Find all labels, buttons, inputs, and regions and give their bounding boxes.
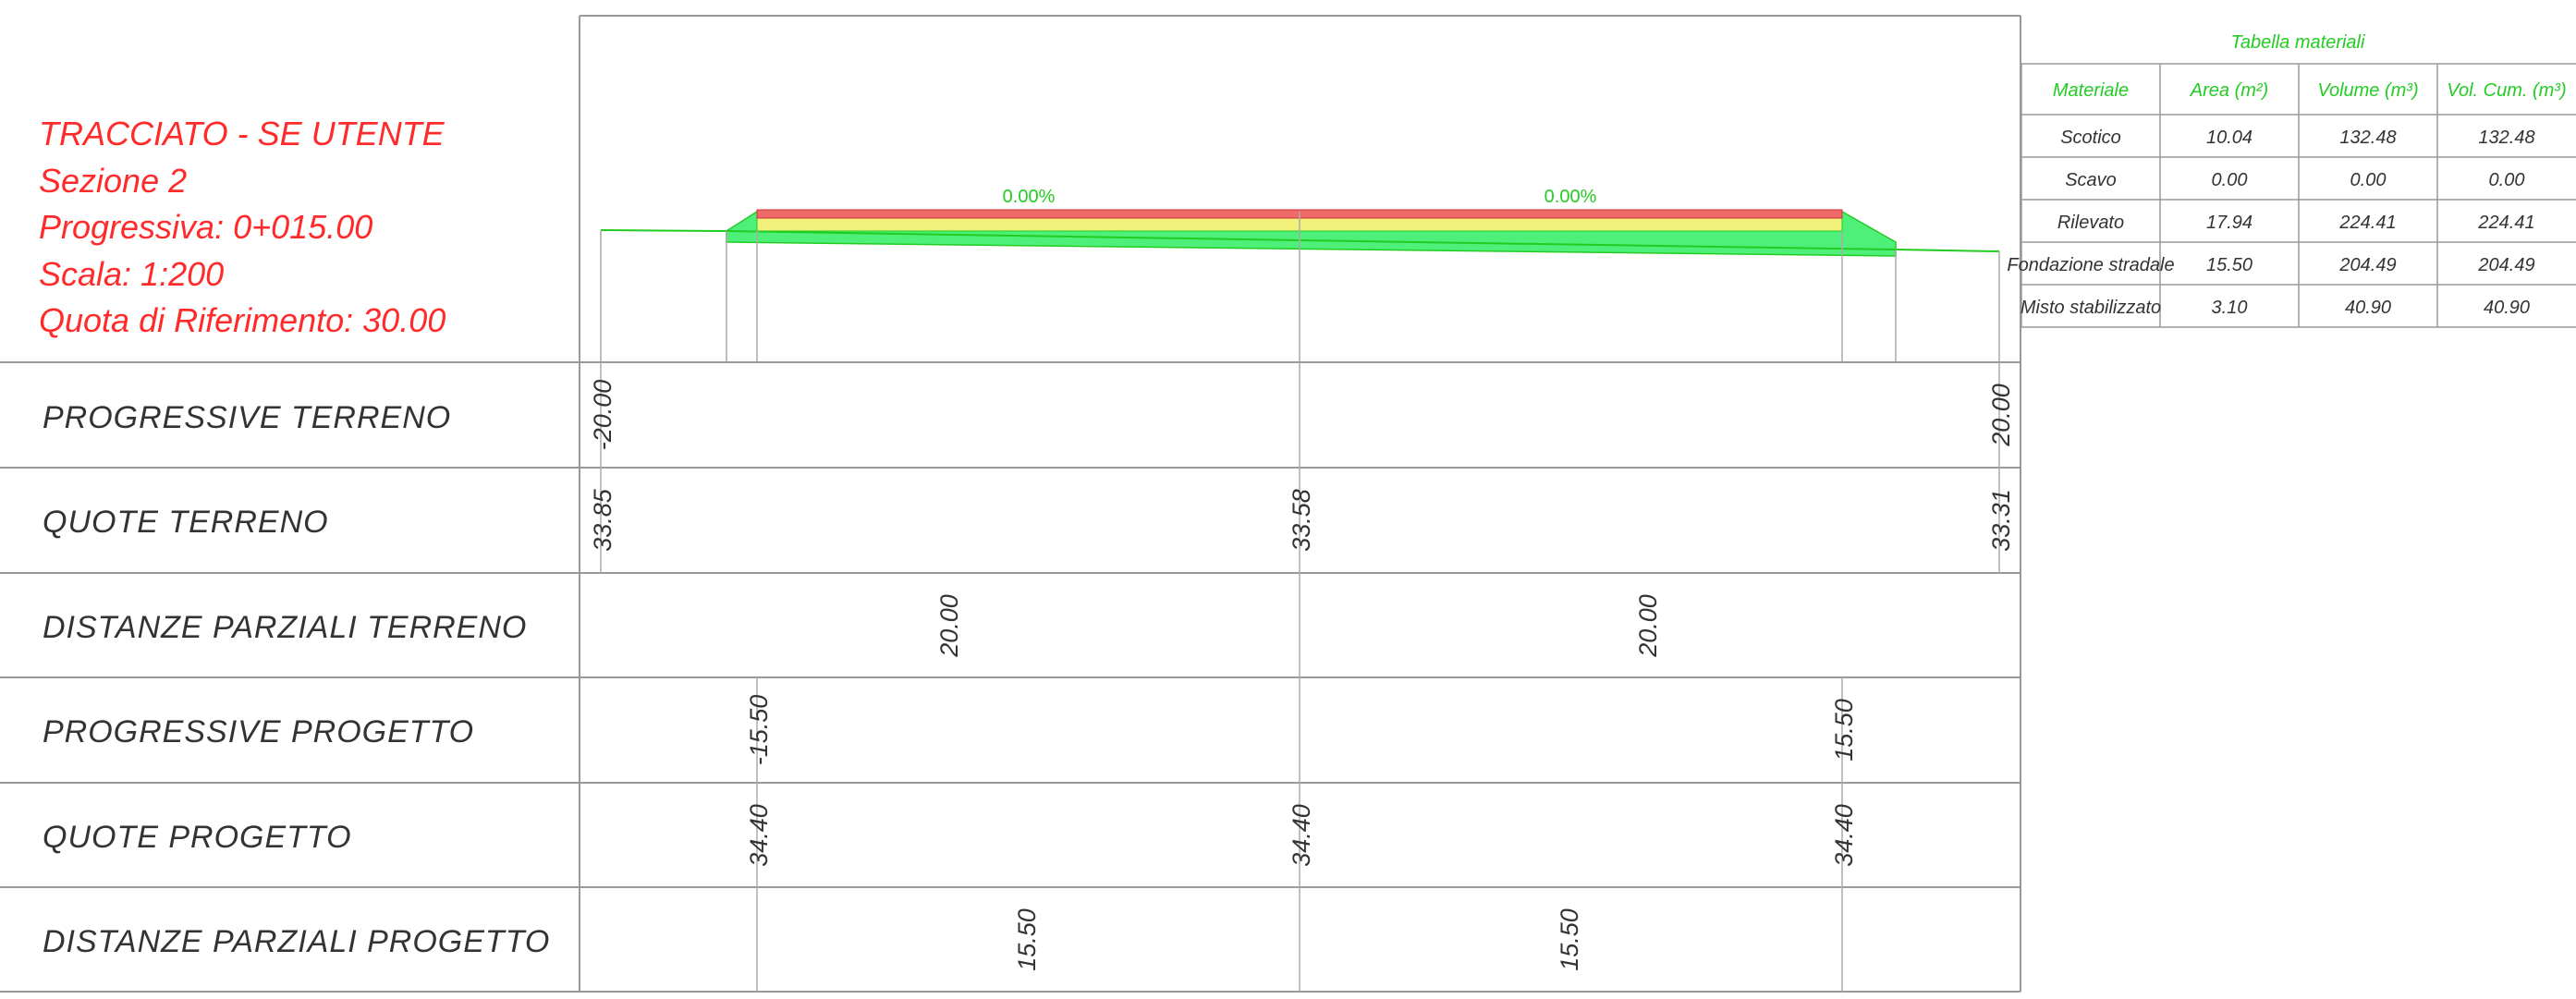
road-cross-section: 0.00% 0.00% bbox=[600, 187, 2000, 257]
tick-distanze-progetto-left: 15.50 bbox=[1013, 908, 1041, 971]
svg-text:Rilevato: Rilevato bbox=[2057, 213, 2124, 233]
materials-row-scotico: Scotico 10.04 132.48 132.48 bbox=[2060, 128, 2534, 148]
svg-text:10.04: 10.04 bbox=[2206, 128, 2252, 148]
row-label-distanze-terreno: DISTANZE PARZIALI TERRENO bbox=[43, 610, 527, 645]
svg-text:17.94: 17.94 bbox=[2206, 213, 2252, 233]
section-frame bbox=[579, 15, 2021, 992]
svg-text:132.48: 132.48 bbox=[2339, 128, 2396, 148]
materials-table-title: Tabella materiali bbox=[2231, 32, 2365, 53]
svg-text:132.48: 132.48 bbox=[2478, 128, 2534, 148]
title-line-alignment: TRACCIATO - SE UTENTE bbox=[39, 115, 446, 152]
row-label-distanze-progetto: DISTANZE PARZIALI PROGETTO bbox=[43, 924, 550, 959]
materials-row-fondazione: Fondazione stradale 15.50 204.49 204.49 bbox=[2007, 255, 2534, 275]
svg-text:40.90: 40.90 bbox=[2345, 298, 2391, 318]
materials-header-area: Area (m²) bbox=[2190, 80, 2268, 101]
tick-progressive-terreno-right: 20.00 bbox=[1987, 384, 2015, 447]
materials-row-rilevato: Rilevato 17.94 224.41 224.41 bbox=[2057, 213, 2535, 233]
svg-text:40.90: 40.90 bbox=[2484, 298, 2530, 318]
svg-text:224.41: 224.41 bbox=[2477, 213, 2534, 233]
materials-header-volume: Volume (m³) bbox=[2317, 80, 2418, 101]
svg-text:204.49: 204.49 bbox=[2477, 255, 2534, 275]
tick-quote-terreno-center: 33.58 bbox=[1288, 489, 1315, 552]
svg-text:3.10: 3.10 bbox=[2212, 298, 2248, 318]
materials-table: Tabella materiali Materiale Area (m²) Vo… bbox=[2007, 32, 2576, 328]
row-label-quote-terreno: QUOTE TERRENO bbox=[43, 505, 329, 540]
svg-text:Fondazione stradale: Fondazione stradale bbox=[2007, 255, 2174, 275]
tick-quote-progetto-left: 34.40 bbox=[745, 804, 773, 867]
slope-left-label: 0.00% bbox=[1003, 187, 1056, 207]
title-block: TRACCIATO - SE UTENTE Sezione 2 Progress… bbox=[39, 115, 446, 339]
tick-progressive-progetto-right: 15.50 bbox=[1830, 699, 1858, 761]
svg-text:204.49: 204.49 bbox=[2338, 255, 2396, 275]
tick-quote-terreno-right: 33.31 bbox=[1987, 489, 2015, 552]
tick-progressive-progetto-left: -15.50 bbox=[745, 695, 773, 766]
tick-distanze-progetto-right: 15.50 bbox=[1556, 908, 1583, 971]
slope-right-label: 0.00% bbox=[1544, 187, 1597, 207]
tick-quote-progetto-right: 34.40 bbox=[1830, 804, 1858, 867]
svg-text:Scavo: Scavo bbox=[2065, 170, 2117, 190]
tick-distanze-terreno-left: 20.00 bbox=[935, 594, 963, 658]
materials-row-misto: Misto stabilizzato 3.10 40.90 40.90 bbox=[2021, 298, 2530, 318]
svg-text:0.00: 0.00 bbox=[2489, 170, 2525, 190]
svg-text:0.00: 0.00 bbox=[2350, 170, 2387, 190]
svg-text:224.41: 224.41 bbox=[2338, 213, 2396, 233]
tick-quote-terreno-left: 33.85 bbox=[589, 488, 617, 552]
svg-text:15.50: 15.50 bbox=[2206, 255, 2252, 275]
materials-header-material: Materiale bbox=[2053, 80, 2129, 101]
title-line-progressive: Progressiva: 0+015.00 bbox=[39, 208, 372, 246]
drawing-reference-lines bbox=[600, 212, 2000, 362]
tick-distanze-terreno-right: 20.00 bbox=[1634, 594, 1662, 658]
row-label-progressive-terreno: PROGRESSIVE TERRENO bbox=[43, 400, 451, 435]
row-label-quote-progetto: QUOTE PROGETTO bbox=[43, 820, 352, 855]
tick-quote-progetto-center: 34.40 bbox=[1288, 804, 1315, 867]
svg-text:Misto stabilizzato: Misto stabilizzato bbox=[2021, 298, 2161, 318]
title-line-scale: Scala: 1:200 bbox=[39, 255, 224, 293]
materials-header-vol-cum: Vol. Cum. (m³) bbox=[2447, 80, 2566, 101]
title-line-reference-elevation: Quota di Riferimento: 30.00 bbox=[39, 301, 446, 339]
materials-row-scavo: Scavo 0.00 0.00 0.00 bbox=[2065, 170, 2524, 190]
svg-text:Scotico: Scotico bbox=[2060, 128, 2121, 148]
row-label-progressive-progetto: PROGRESSIVE PROGETTO bbox=[43, 714, 474, 749]
guitar-table: PROGRESSIVE TERRENO QUOTE TERRENO DISTAN… bbox=[0, 361, 2021, 993]
svg-text:0.00: 0.00 bbox=[2212, 170, 2248, 190]
title-line-section: Sezione 2 bbox=[39, 162, 187, 200]
tick-progressive-terreno-left: -20.00 bbox=[589, 380, 617, 451]
